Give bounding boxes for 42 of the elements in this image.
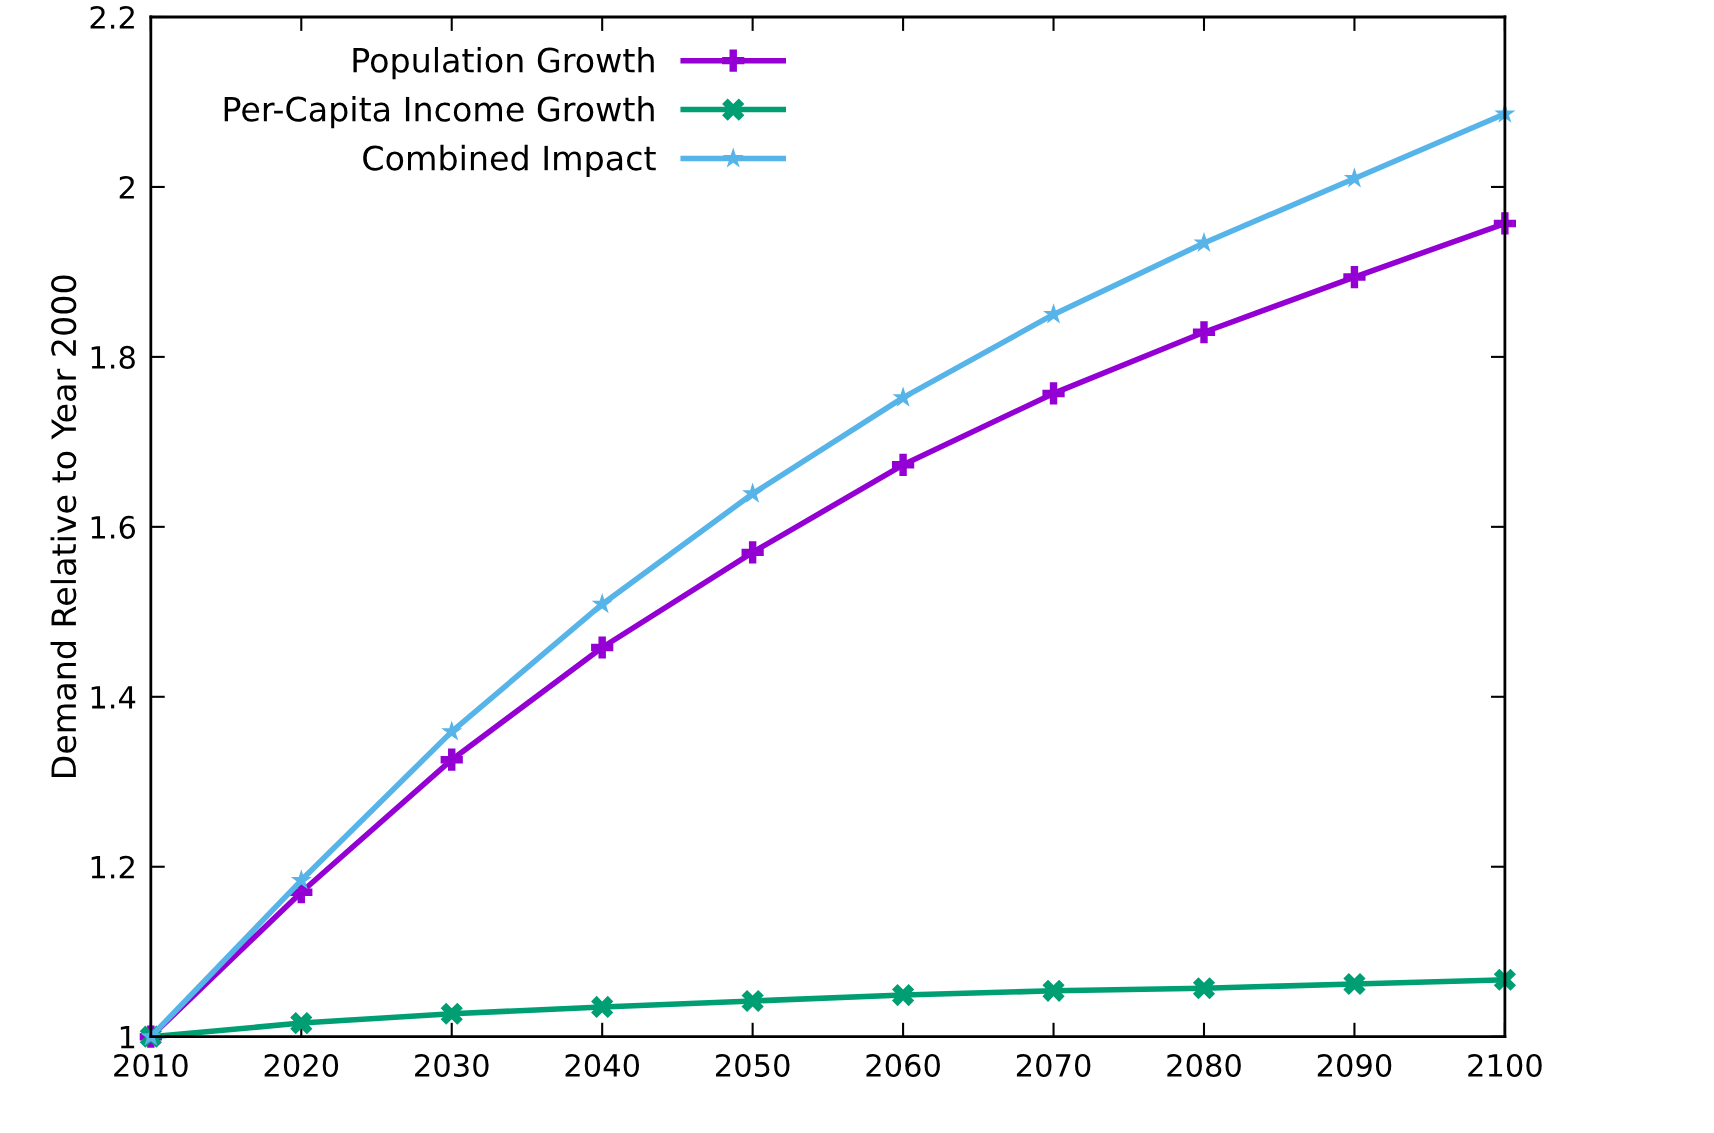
point <box>1042 382 1065 405</box>
x-tick-label: 2060 <box>866 1053 940 1078</box>
x-tick-label: 2070 <box>1016 1053 1091 1078</box>
point <box>1493 968 1516 991</box>
point <box>591 636 614 659</box>
point <box>1343 265 1366 289</box>
point <box>742 482 764 503</box>
point <box>892 386 914 407</box>
y-tick-label: 2 <box>119 175 134 199</box>
x-tick-label: 2090 <box>1317 1053 1392 1078</box>
x-tick-label: 2100 <box>1468 1053 1542 1078</box>
point <box>741 989 764 1013</box>
legend-label: Combined Impact <box>363 144 656 178</box>
y-tick-label: 1.6 <box>91 515 136 539</box>
point <box>290 869 312 890</box>
point <box>441 720 463 741</box>
point <box>290 1011 313 1035</box>
x-tick-label: 2050 <box>715 1053 790 1078</box>
legend-label: Population Growth <box>353 46 654 80</box>
x-tick-label: 2010 <box>114 1053 188 1078</box>
legend-label: Per-Capita Income Growth <box>224 95 654 129</box>
point <box>1042 979 1065 1002</box>
y-axis-title: Demand Relative to Year 2000 <box>50 275 77 778</box>
point <box>891 453 915 476</box>
point <box>440 748 463 771</box>
point <box>741 541 764 564</box>
x-tick-label: 2040 <box>565 1053 640 1078</box>
point <box>1192 321 1216 344</box>
x-tick-label: 2080 <box>1167 1053 1241 1078</box>
point <box>1192 977 1216 1000</box>
point <box>1343 972 1366 996</box>
point <box>591 995 614 1019</box>
y-tick-label: 1.8 <box>91 345 135 369</box>
y-tick-label: 1.2 <box>91 855 134 879</box>
x-tick-label: 2020 <box>264 1053 339 1078</box>
y-tick-label: 1.4 <box>91 686 136 709</box>
point <box>440 1002 463 1025</box>
x-tick-label: 2030 <box>415 1053 489 1078</box>
point <box>891 983 915 1007</box>
y-tick-label: 1 <box>120 1026 135 1049</box>
y-tick-label: 2.2 <box>90 5 134 29</box>
point <box>591 593 613 614</box>
